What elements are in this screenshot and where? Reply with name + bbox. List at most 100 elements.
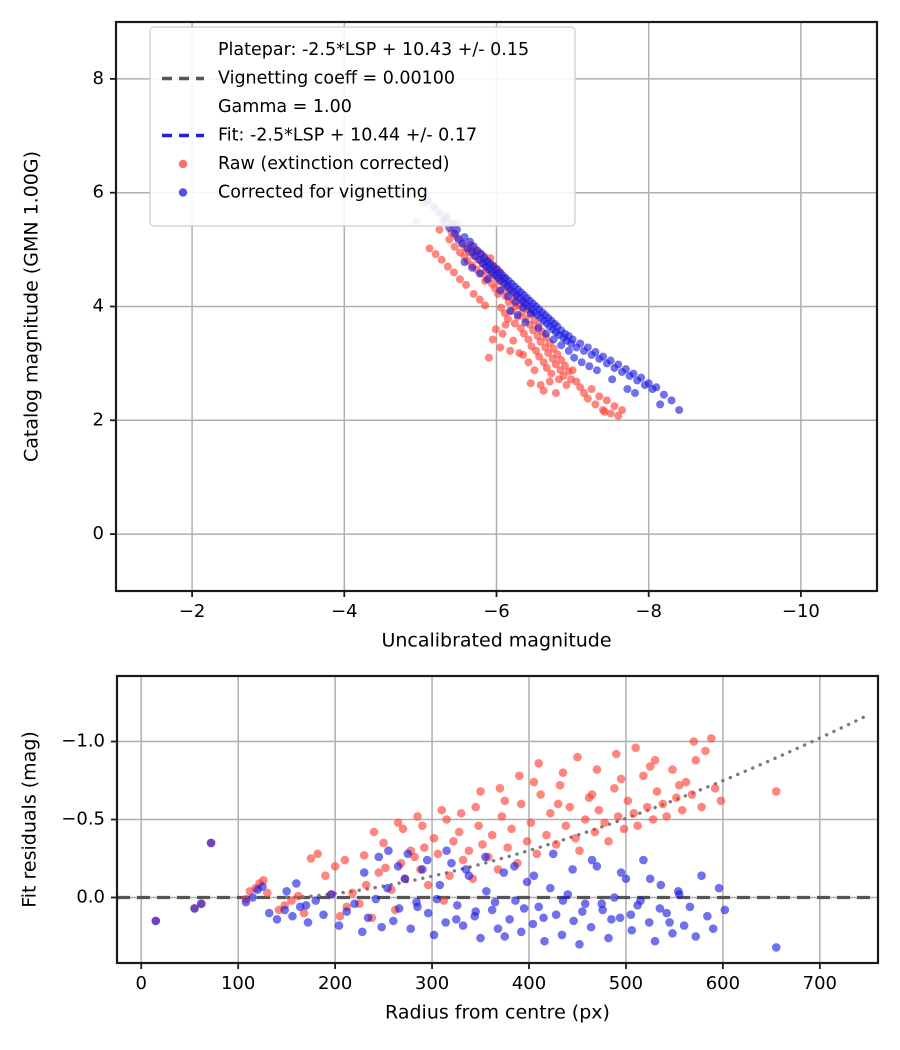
- data-point: [600, 407, 609, 416]
- data-point: [771, 787, 781, 796]
- data-point: [496, 343, 505, 352]
- data-point: [529, 871, 539, 880]
- data-point: [528, 919, 538, 929]
- data-point: [703, 911, 712, 921]
- data-point: [299, 908, 309, 918]
- data-point: [645, 874, 655, 884]
- data-point: [644, 379, 653, 388]
- data-point: [384, 846, 393, 855]
- data-point: [482, 886, 491, 896]
- data-point: [435, 880, 445, 890]
- data-point: [551, 840, 561, 849]
- data-point: [569, 916, 578, 926]
- data-point: [462, 280, 471, 289]
- data-point: [293, 891, 303, 901]
- data-point: [493, 924, 503, 933]
- data-point: [447, 858, 456, 868]
- data-point: [418, 865, 427, 874]
- data-point: [580, 899, 590, 909]
- legend-dot-handle: [178, 188, 188, 197]
- data-point: [621, 874, 631, 884]
- data-point: [545, 377, 554, 386]
- legend-entry-label: Fit: -2.5*LSP + 10.44 +/- 0.17: [218, 126, 477, 146]
- plot-area: [412, 197, 684, 420]
- data-point: [445, 235, 454, 244]
- data-point: [629, 369, 638, 378]
- data-point: [496, 286, 505, 295]
- data-point: [521, 318, 530, 327]
- data-point: [484, 353, 493, 362]
- data-point: [499, 868, 509, 877]
- data-point: [580, 388, 589, 397]
- data-point: [511, 297, 520, 306]
- data-point: [262, 888, 272, 898]
- x-tick-label: −6: [483, 601, 510, 622]
- data-point: [425, 244, 434, 253]
- data-point: [614, 360, 623, 369]
- data-point: [674, 780, 684, 790]
- data-point: [374, 852, 384, 862]
- data-point: [497, 812, 507, 821]
- data-point: [432, 894, 442, 904]
- data-point: [450, 242, 459, 251]
- y-tick-label: 0.0: [76, 886, 105, 907]
- data-point: [656, 880, 666, 890]
- data-point: [675, 406, 684, 415]
- legend-entry-label: Corrected for vignetting: [218, 183, 428, 203]
- data-point: [151, 916, 161, 926]
- data-point: [490, 897, 500, 907]
- data-point: [613, 812, 623, 821]
- data-point: [553, 350, 562, 359]
- data-point: [573, 752, 582, 762]
- data-point: [546, 808, 555, 818]
- data-point: [580, 815, 590, 824]
- data-point: [377, 922, 386, 932]
- data-point: [672, 793, 681, 802]
- data-point: [313, 849, 322, 859]
- data-point: [606, 409, 615, 418]
- data-point: [578, 907, 587, 916]
- data-point: [697, 871, 706, 880]
- x-axis-label: Radius from centre (px): [385, 1002, 610, 1024]
- data-point: [576, 339, 585, 348]
- data-point: [471, 907, 480, 916]
- data-point: [616, 774, 626, 784]
- plot-area: [117, 713, 878, 952]
- data-point: [604, 933, 613, 943]
- data-point: [526, 309, 535, 318]
- data-point: [592, 861, 602, 871]
- data-point: [306, 854, 316, 863]
- data-point: [282, 886, 291, 896]
- data-point: [452, 225, 461, 234]
- data-point: [691, 932, 701, 941]
- data-point: [540, 936, 549, 946]
- y-axis-label: Catalog magnitude (GMN 1.00G): [21, 151, 43, 462]
- data-point: [771, 943, 781, 952]
- data-point: [292, 879, 301, 888]
- data-point: [501, 320, 510, 329]
- x-tick-label: 200: [318, 973, 352, 994]
- data-point: [515, 771, 524, 781]
- data-point: [413, 812, 422, 821]
- data-point: [557, 355, 566, 364]
- data-point: [519, 329, 528, 338]
- y-axis-label: Fit residuals (mag): [19, 731, 41, 908]
- legend-entry-label: Raw (extinction corrected): [218, 154, 450, 174]
- data-point: [519, 303, 528, 312]
- data-point: [655, 904, 665, 913]
- data-point: [534, 902, 543, 912]
- data-point: [558, 896, 568, 905]
- legend-background: [149, 26, 576, 227]
- data-point: [340, 855, 350, 865]
- x-tick-label: 600: [706, 973, 740, 994]
- data-point: [519, 350, 528, 359]
- data-point: [583, 394, 592, 403]
- data-point: [687, 790, 697, 799]
- scatter-series: [424, 197, 684, 415]
- x-tick-label: −8: [635, 601, 662, 622]
- data-point: [526, 818, 536, 827]
- data-point: [445, 871, 454, 880]
- legend-entry-label: Gamma = 1.00: [218, 97, 352, 117]
- scatter-series: [151, 838, 781, 952]
